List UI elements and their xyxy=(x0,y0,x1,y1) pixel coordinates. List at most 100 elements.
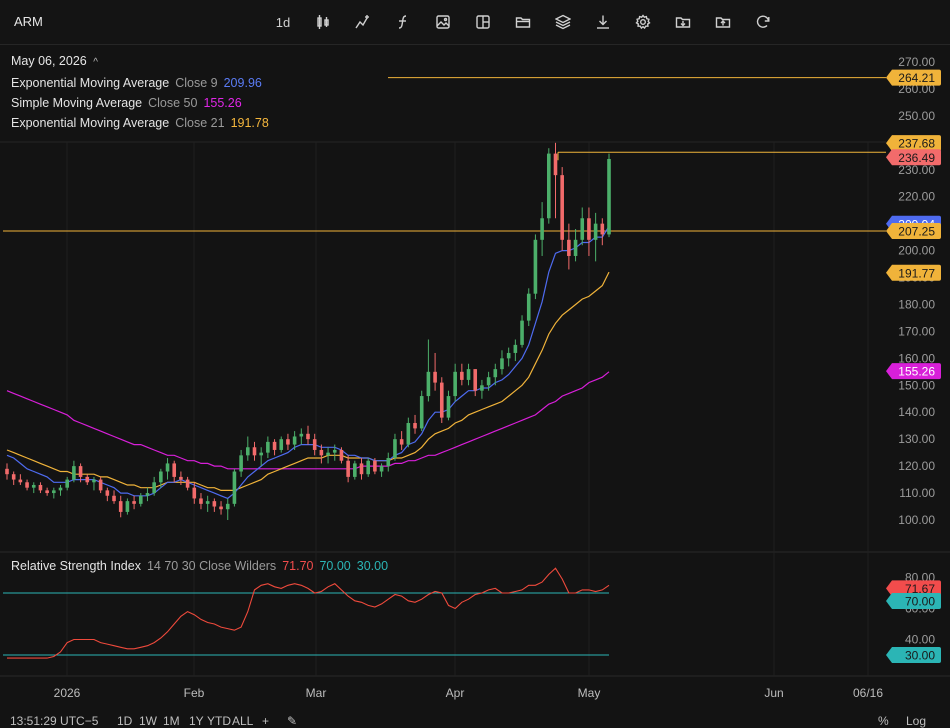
candle xyxy=(118,495,123,518)
legend-rsi[interactable]: Relative Strength Index 14 70 30 Close Wi… xyxy=(11,559,388,573)
symbol-label[interactable]: ARM xyxy=(14,14,43,29)
candle-body xyxy=(493,369,498,378)
candle xyxy=(406,417,411,448)
price-chart[interactable]: 2026 Feb Mar Apr May Jun 06/16 100.00 110.00 120.… xyxy=(0,45,950,726)
chevron-up-icon[interactable]: ^ xyxy=(93,57,98,68)
candle xyxy=(199,493,203,510)
candle xyxy=(185,476,190,491)
candle xyxy=(212,498,217,512)
indicators-icon[interactable] xyxy=(351,10,375,34)
candle xyxy=(580,207,585,246)
price-label-bg xyxy=(886,69,941,86)
price-label-text: 207.25 xyxy=(898,225,935,239)
range-1w[interactable]: 1W xyxy=(139,714,157,728)
candle-body xyxy=(587,218,591,240)
x-tick-label: 2026 xyxy=(54,686,81,700)
x-tick-label: May xyxy=(578,686,601,700)
candle-body xyxy=(433,371,437,383)
candle-body xyxy=(526,293,531,321)
candle-body xyxy=(199,498,203,504)
legend-ema21[interactable]: Exponential Moving Average Close 21 191.78 xyxy=(11,116,269,130)
price-label-bg xyxy=(886,223,941,240)
candle xyxy=(513,339,518,362)
price-label-text: 191.77 xyxy=(898,266,935,280)
legend-name: Exponential Moving Average xyxy=(11,76,170,90)
candle-body xyxy=(419,396,424,429)
layers-icon[interactable] xyxy=(551,10,575,34)
ema21-line xyxy=(6,271,610,491)
settings-icon[interactable] xyxy=(631,10,655,34)
candle xyxy=(419,390,424,432)
candle xyxy=(292,431,297,450)
candle xyxy=(319,444,324,464)
rsi-line xyxy=(7,567,610,659)
candle-body xyxy=(246,447,250,456)
y-tick-label: 170.00 xyxy=(898,324,935,338)
percent-toggle[interactable]: % xyxy=(878,714,889,728)
candle xyxy=(399,431,404,450)
download-icon[interactable] xyxy=(591,10,615,34)
candle xyxy=(259,447,263,467)
candle xyxy=(246,436,250,461)
candle-body xyxy=(72,466,76,480)
upload-icon[interactable] xyxy=(711,10,735,34)
candles-icon[interactable] xyxy=(311,10,335,34)
range-1d[interactable]: 1D xyxy=(117,714,133,728)
candle xyxy=(92,476,96,491)
candle xyxy=(386,452,391,472)
candle xyxy=(45,487,49,496)
folder-icon[interactable] xyxy=(511,10,535,34)
layout-icon[interactable] xyxy=(471,10,495,34)
range-1y[interactable]: 1Y xyxy=(189,714,204,728)
candle xyxy=(426,339,431,402)
refresh-icon[interactable] xyxy=(751,10,775,34)
candle xyxy=(205,495,210,512)
image-icon[interactable] xyxy=(431,10,455,34)
candle-body xyxy=(359,463,364,475)
candle xyxy=(125,498,130,515)
candle-body xyxy=(520,320,524,345)
range-ytd[interactable]: YTD xyxy=(207,714,231,728)
legend-ema9[interactable]: Exponential Moving Average Close 9 209.96 xyxy=(11,76,262,90)
pencil-icon[interactable]: ✎ xyxy=(287,714,298,728)
price-label-text: 155.26 xyxy=(898,365,935,379)
candle xyxy=(486,371,491,391)
candle-body xyxy=(399,439,404,445)
candle xyxy=(78,463,83,483)
candle-body xyxy=(172,463,177,477)
ema9-line xyxy=(6,225,610,500)
candle xyxy=(446,390,451,421)
candle xyxy=(11,471,16,485)
candle-body xyxy=(439,382,444,418)
bottom-bar: 13:51:29 UTC−5 1D 1W 1M 1Y YTD ALL + ✎ %… xyxy=(0,712,950,728)
candle-body xyxy=(192,487,197,499)
candle-body xyxy=(453,371,457,397)
range-all[interactable]: ALL xyxy=(232,714,254,728)
top-toolbar: ARM 1d xyxy=(0,0,950,44)
add-icon[interactable]: + xyxy=(262,714,270,728)
candle-body xyxy=(513,344,518,353)
price-label-text: 264.21 xyxy=(898,71,935,85)
legend-sma50[interactable]: Simple Moving Average Close 50 155.26 xyxy=(11,96,242,110)
candle-body xyxy=(339,449,344,461)
candle-body xyxy=(165,463,170,472)
y-tick-label: 140.00 xyxy=(898,405,935,419)
candle-body xyxy=(5,468,9,475)
candle-body xyxy=(65,479,69,488)
rsi-label-bg xyxy=(886,647,941,663)
candle xyxy=(366,458,370,477)
price-label-bg xyxy=(886,149,941,166)
candle xyxy=(279,436,284,453)
x-tick-label: Jun xyxy=(764,686,783,700)
candle xyxy=(52,487,56,499)
candle-body xyxy=(212,501,217,507)
log-toggle[interactable]: Log xyxy=(906,714,927,728)
range-1m[interactable]: 1M xyxy=(163,714,180,728)
candle xyxy=(547,148,551,224)
candle-body xyxy=(18,479,23,483)
function-icon[interactable] xyxy=(391,10,415,34)
import-icon[interactable] xyxy=(671,10,695,34)
y-tick-label: 220.00 xyxy=(898,190,935,204)
chart-date-header[interactable]: May 06, 2026 ^ xyxy=(11,54,98,68)
interval-button[interactable]: 1d xyxy=(275,14,291,30)
